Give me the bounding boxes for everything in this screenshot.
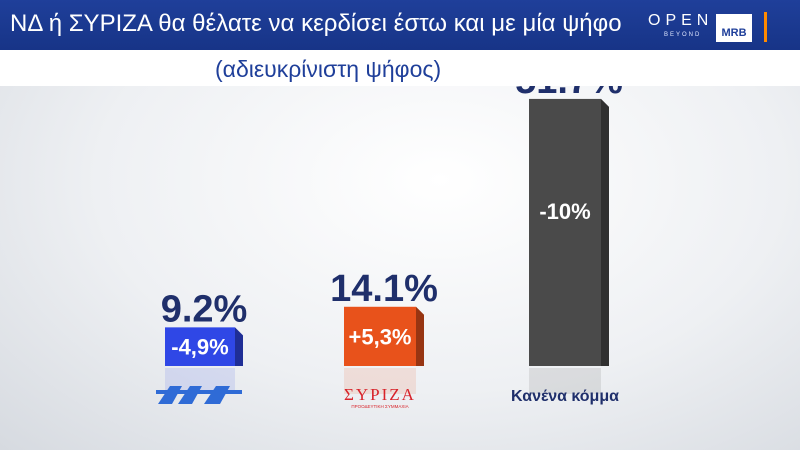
bar xyxy=(165,327,235,366)
bar-side xyxy=(235,327,243,366)
subtitle-bar xyxy=(0,50,800,86)
chart-subtitle: (αδιευκρίνιστη ψήφος) xyxy=(215,56,442,82)
bar-change-label: -10% xyxy=(539,199,590,224)
bar-side xyxy=(601,98,609,367)
nd-logo-shape xyxy=(158,386,182,404)
open-logo-subtext: BEYOND xyxy=(664,32,702,38)
category-label: Κανένα κόμμα xyxy=(511,388,619,405)
bar xyxy=(529,98,601,367)
bar-reflection xyxy=(344,368,416,394)
bar-value-label: 9.2% xyxy=(161,288,248,330)
bar-value-label: 51.7% xyxy=(515,86,623,102)
nd-logo-bar xyxy=(156,390,242,394)
bar-side xyxy=(416,306,424,366)
header-accent-line xyxy=(764,12,767,42)
bar-value-label: 14.1% xyxy=(330,268,438,310)
header-bar: ΝΔ ή ΣΥΡΙΖΑ θα θέλατε να κερδίσει έστω κ… xyxy=(0,0,800,50)
nd-logo xyxy=(156,386,242,404)
bar-chart: -4,9% 9.2% +5,3% 14.1% -10% 51.7% ΣΥΡΙΖΑΠΡΟΟΔΕ… xyxy=(156,86,623,409)
chart-title: ΝΔ ή ΣΥΡΙΖΑ θα θέλατε να κερδίσει έστω κ… xyxy=(10,10,622,37)
syriza-logo-subtext: ΠΡΟΟΔΕΥΤΙΚΗ ΣΥΜΜΑΧΙΑ xyxy=(351,404,408,409)
open-logo: OPEN xyxy=(648,12,714,29)
bar-change-label: +5,3% xyxy=(349,324,412,349)
mrb-logo: MRB xyxy=(716,14,752,42)
bar-change-label: -4,9% xyxy=(171,335,228,360)
syriza-logo: ΣΥΡΙΖΑ xyxy=(344,385,416,404)
bar-reflection xyxy=(529,368,601,394)
bar xyxy=(344,306,416,366)
